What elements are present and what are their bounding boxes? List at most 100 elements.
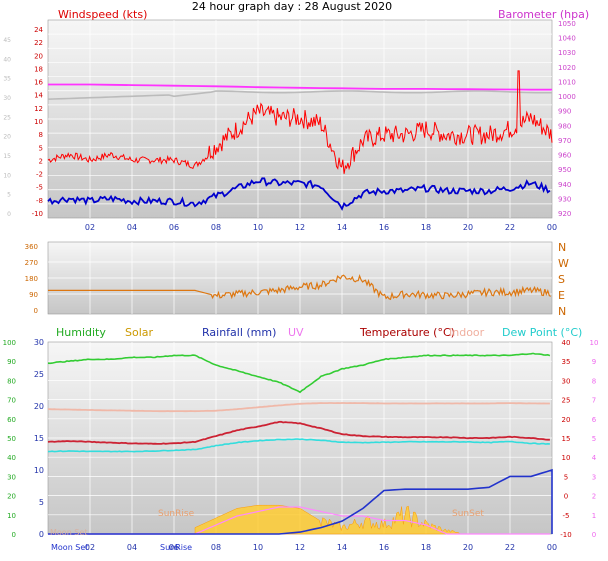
outer-scale-tick-label: 15 bbox=[3, 153, 11, 160]
windspeed-tick-label: -10 bbox=[32, 210, 43, 218]
temperature-tick-label: 25 bbox=[562, 397, 571, 405]
panel1-x-tick-label: 06 bbox=[169, 223, 179, 232]
direction-tick-label: 0 bbox=[34, 307, 38, 315]
panel1-x-tick-label: 14 bbox=[337, 223, 347, 232]
panel1-x-tick-label: 16 bbox=[379, 223, 389, 232]
direction-tick-label: 90 bbox=[29, 291, 38, 299]
windspeed-tick-label: 12 bbox=[34, 105, 43, 113]
uv-tick-label: 2 bbox=[592, 493, 596, 501]
barometer-tick-label: 950 bbox=[558, 166, 571, 174]
outer-scale-tick-label: 30 bbox=[3, 95, 11, 102]
windspeed-tick-label: 5 bbox=[39, 144, 43, 152]
direction-tick-label: 180 bbox=[25, 275, 38, 283]
panel2-plot bbox=[48, 274, 551, 301]
uv-tick-label: 7 bbox=[592, 397, 596, 405]
temperature-tick-label: 20 bbox=[562, 416, 571, 424]
page-title: 24 hour graph day : 28 August 2020 bbox=[192, 0, 392, 13]
temperature-title: Temperature (°C) bbox=[359, 326, 455, 339]
compass-label: E bbox=[558, 289, 565, 302]
outer-scale-tick-label: 10 bbox=[3, 172, 11, 179]
temperature-tick-label: 30 bbox=[562, 377, 571, 385]
barometer-tick-label: 930 bbox=[558, 195, 571, 203]
wind-direction-line bbox=[48, 274, 551, 301]
barometer-line bbox=[48, 83, 552, 91]
panel3-x-tick-label: 04 bbox=[127, 543, 137, 552]
temperature-tick-label: 10 bbox=[562, 454, 571, 462]
humidity-tick-label: 90 bbox=[7, 358, 16, 366]
rainfall-tick-label: 30 bbox=[34, 338, 44, 347]
temperature-tick-label: 0 bbox=[564, 493, 568, 501]
windspeed-tick-label: -8 bbox=[36, 197, 43, 205]
panel3-x-tick-label: 22 bbox=[505, 543, 515, 552]
barometer-tick-label: 970 bbox=[558, 137, 571, 145]
windspeed-tick-label: 24 bbox=[34, 26, 43, 34]
panel1-x-axis: 02 04 06 08 10 12 14 16 18 20 22 00 bbox=[85, 223, 557, 232]
wind-average-line bbox=[47, 177, 551, 211]
barometer-tick-label: 980 bbox=[558, 122, 571, 130]
uv-tick-label: 8 bbox=[592, 377, 596, 385]
temperature-tick-label: 5 bbox=[564, 473, 568, 481]
humidity-tick-label: 50 bbox=[7, 435, 16, 443]
compass-label: S bbox=[558, 273, 565, 286]
dewpoint-title: Dew Point (°C) bbox=[502, 326, 582, 339]
humidity-tick-label: 80 bbox=[7, 377, 16, 385]
sunrise-axis-label: SunRise bbox=[160, 543, 192, 552]
uv-tick-label: 3 bbox=[592, 473, 596, 481]
temperature-axis: 40 35 30 25 20 15 10 5 0 -5 -10 bbox=[560, 339, 571, 539]
panel3-x-tick-label: 02 bbox=[85, 543, 95, 552]
panel1-x-tick-label: 22 bbox=[505, 223, 515, 232]
panel3-x-tick-label: 06 bbox=[169, 543, 179, 552]
barometer-tick-label: 940 bbox=[558, 181, 571, 189]
panel3-x-tick-label: 00 bbox=[547, 543, 557, 552]
humidity-tick-label: 10 bbox=[7, 512, 16, 520]
panel1-plot bbox=[47, 70, 553, 211]
panel3-x-tick-label: 14 bbox=[337, 543, 347, 552]
compass-label: N bbox=[558, 305, 566, 318]
uv-tick-label: 6 bbox=[592, 416, 597, 424]
barometer-tick-label: 1010 bbox=[558, 78, 576, 86]
humidity-line bbox=[47, 352, 551, 394]
rainfall-tick-label: 0 bbox=[39, 530, 44, 539]
panel1-x-tick-label: 12 bbox=[295, 223, 305, 232]
temperature-tick-label: -10 bbox=[560, 531, 571, 539]
humidity-tick-label: 0 bbox=[12, 531, 16, 539]
windspeed-tick-label: -5 bbox=[36, 184, 43, 192]
rainfall-tick-label: 5 bbox=[39, 498, 44, 507]
temperature-tick-label: -5 bbox=[563, 512, 570, 520]
barometer-title: Barometer (hpa) bbox=[498, 8, 589, 21]
moonset-label: Moon Set bbox=[51, 543, 88, 552]
rainfall-line bbox=[48, 468, 553, 535]
outer-scale-tick-label: 40 bbox=[3, 56, 11, 63]
barometer-axis: 1050 1040 1030 1020 1010 1000 990 980 970 960 950 9… bbox=[558, 20, 576, 218]
panel1-x-tick-label: 00 bbox=[547, 223, 557, 232]
uv-tick-label: 4 bbox=[592, 454, 597, 462]
rainfall-tick-label: 20 bbox=[34, 402, 44, 411]
uv-tick-label: 1 bbox=[592, 512, 596, 520]
multi-sensor-panel: Humidity Solar Rainfall (mm) UV Temperat… bbox=[3, 326, 599, 552]
panel1-x-tick-label: 20 bbox=[463, 223, 473, 232]
humidity-tick-label: 70 bbox=[7, 397, 16, 405]
moonset-faint-label: Moon Set bbox=[50, 528, 87, 537]
windspeed-tick-label: 14 bbox=[34, 92, 43, 100]
panel3-x-tick-label: 10 bbox=[253, 543, 263, 552]
rainfall-tick-label: 15 bbox=[34, 434, 44, 443]
indoor-line bbox=[47, 402, 550, 413]
uv-title: UV bbox=[288, 326, 304, 339]
outer-scale-axis: 45 40 35 30 25 20 15 10 5 0 bbox=[3, 37, 11, 218]
rainfall-tick-label: 25 bbox=[34, 370, 44, 379]
uv-tick-label: 9 bbox=[592, 358, 596, 366]
humidity-tick-label: 60 bbox=[7, 416, 16, 424]
humidity-tick-label: 40 bbox=[7, 454, 16, 462]
panel1-x-tick-label: 10 bbox=[253, 223, 263, 232]
sunrise-label: SunRise bbox=[158, 509, 195, 519]
uv-tick-label: 10 bbox=[590, 339, 599, 347]
direction-degree-axis: 360 270 180 90 0 bbox=[25, 243, 38, 315]
humidity-tick-label: 100 bbox=[3, 339, 16, 347]
uv-tick-label: 5 bbox=[592, 435, 596, 443]
panel3-x-tick-label: 12 bbox=[295, 543, 305, 552]
barometer-tick-label: 960 bbox=[558, 152, 571, 160]
barometer-tick-label: 1050 bbox=[558, 20, 576, 28]
